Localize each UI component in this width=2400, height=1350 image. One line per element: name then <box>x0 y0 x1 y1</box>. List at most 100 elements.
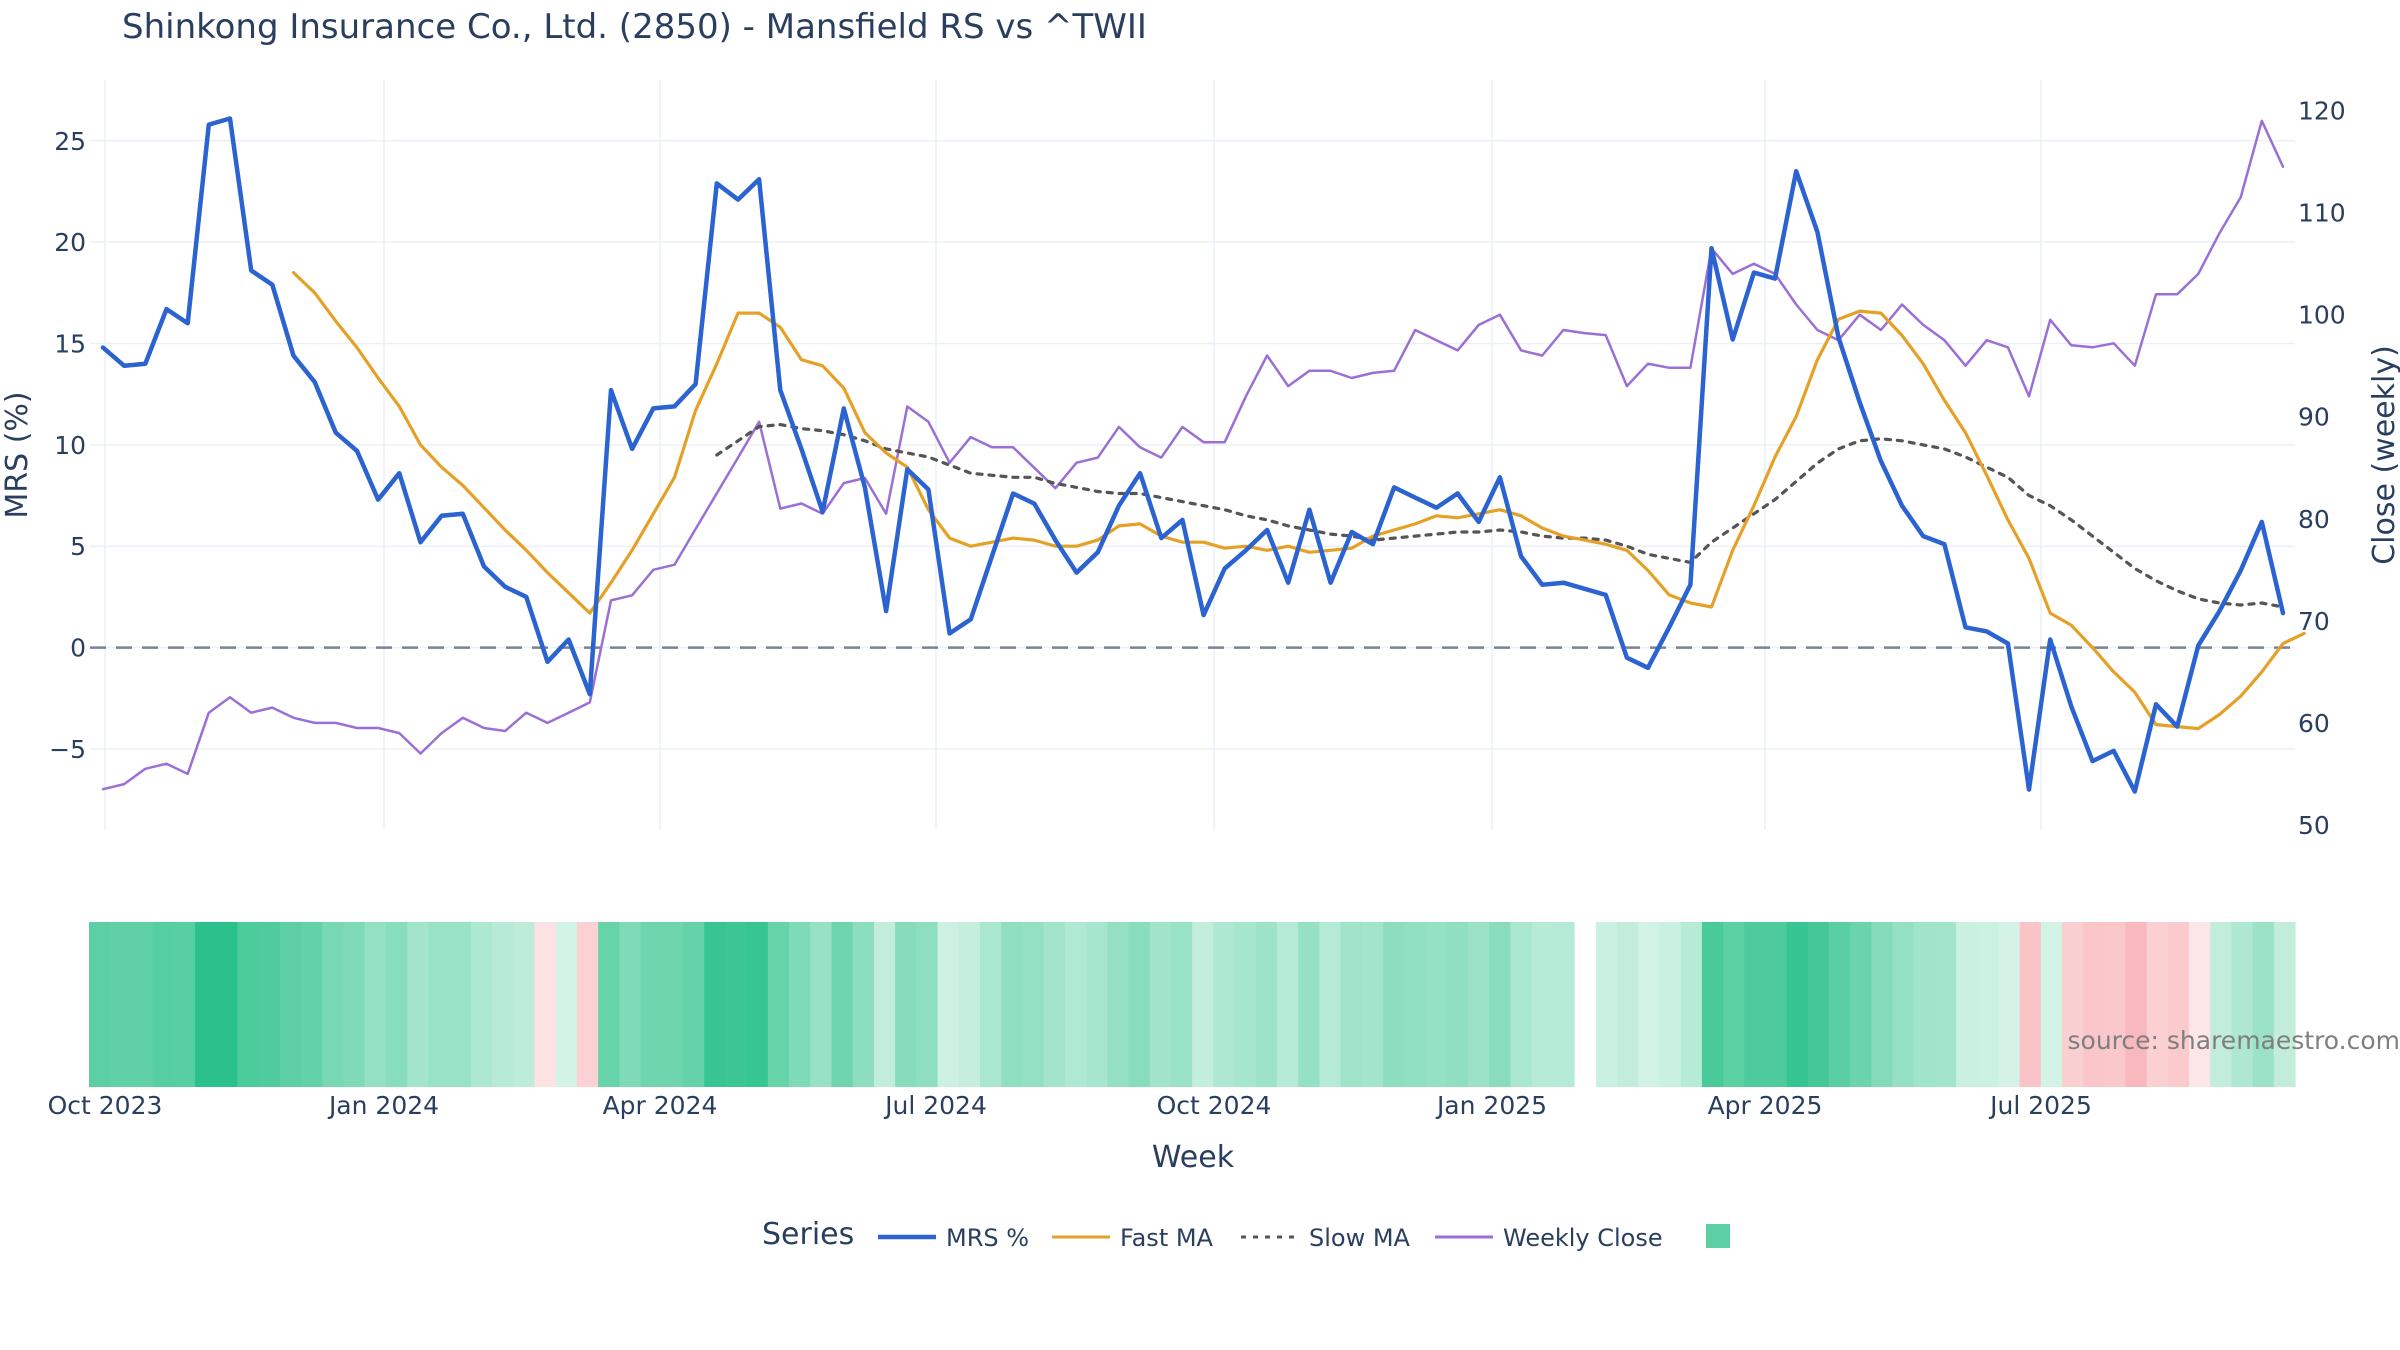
y2-tick-label: 120 <box>2298 97 2346 126</box>
heatmap-cell <box>1998 922 2021 1087</box>
legend: Series MRS % Fast MA Slow MA Weekly Close <box>762 1217 1730 1252</box>
heatmap-cell <box>364 922 387 1087</box>
legend-label: MRS % <box>946 1224 1029 1252</box>
y-tick-label: 0 <box>70 634 86 663</box>
heatmap-cell <box>492 922 514 1087</box>
heatmap-cell <box>1701 922 1724 1087</box>
heatmap-cell <box>131 922 154 1087</box>
heatmap-cell <box>1871 922 1894 1087</box>
source-annotation: source: sharemaestro.com <box>2068 1026 2400 1055</box>
x-tick-label: Jan 2024 <box>327 1091 439 1120</box>
heatmap-cell <box>937 922 960 1087</box>
heatmap-cell <box>1425 922 1448 1087</box>
series-lines <box>100 116 2306 794</box>
heatmap-cell <box>1786 922 1809 1087</box>
heatmap-cell <box>895 922 917 1087</box>
series-line-fast-ma <box>291 271 2306 731</box>
series-line-mrs <box>100 116 2286 794</box>
heatmap-cell <box>980 922 1002 1087</box>
heatmap-cell <box>2231 922 2254 1087</box>
heatmap-cell <box>1043 922 1066 1087</box>
heatmap-cell <box>1446 922 1469 1087</box>
series-line-slow-ma <box>715 423 2285 609</box>
heatmap-cell <box>2189 922 2211 1087</box>
heatmap-cell <box>449 922 472 1087</box>
heatmap-cell <box>2167 922 2190 1087</box>
heatmap-cell <box>1340 922 1363 1087</box>
heatmap-cell <box>661 922 684 1087</box>
heatmap-cell <box>110 922 133 1087</box>
heatmap-cell <box>576 922 599 1087</box>
heatmap-cell <box>916 922 939 1087</box>
heatmap-cell <box>1510 922 1533 1087</box>
heatmap-cell <box>1850 922 1872 1087</box>
heatmap-cell <box>1638 922 1661 1087</box>
y-tick-label: 15 <box>54 330 86 359</box>
heatmap-cell <box>1956 922 1978 1087</box>
y-tick-label: 10 <box>54 431 86 460</box>
heatmap-cell <box>1596 922 1618 1087</box>
heatmap-cell <box>279 922 302 1087</box>
legend-label: Slow MA <box>1309 1224 1411 1252</box>
x-tick-label: Apr 2024 <box>603 1091 718 1120</box>
heatmap-cell <box>1617 922 1639 1087</box>
legend-label: Weekly Close <box>1503 1224 1663 1252</box>
heatmap-cell <box>428 922 451 1087</box>
heatmap-cell <box>1170 922 1193 1087</box>
heatmap-cell <box>873 922 896 1087</box>
heatmap-cell <box>1064 922 1087 1087</box>
heatmap-cell <box>1913 922 1936 1087</box>
heatmap-cell <box>810 922 833 1087</box>
heatmap-cell <box>1807 922 1830 1087</box>
heatmap-cell <box>2210 922 2233 1087</box>
y2-tick-label: 90 <box>2298 403 2330 432</box>
y-axis-ticks: 25 20 15 10 5 0 −5 <box>49 127 86 764</box>
x-tick-label: Oct 2024 <box>1157 1091 1272 1120</box>
legend-title: Series <box>762 1217 854 1252</box>
heatmap-cell <box>852 922 875 1087</box>
y-tick-label: 25 <box>54 127 86 156</box>
x-axis-ticks: Oct 2023 Jan 2024 Apr 2024 Jul 2024 Oct 2024… <box>48 1091 2092 1120</box>
heatmap-cell <box>301 922 323 1087</box>
y2-tick-label: 100 <box>2298 301 2346 330</box>
heatmap-cell <box>746 922 769 1087</box>
heatmap-cell <box>1192 922 1214 1087</box>
y2-tick-label: 110 <box>2298 199 2346 228</box>
heatmap-cell <box>1086 922 1108 1087</box>
heatmap-cell <box>1361 922 1384 1087</box>
heatmap-cell <box>1829 922 1851 1087</box>
heatmap-cell <box>2040 922 2063 1087</box>
heatmap-cell <box>958 922 981 1087</box>
grid <box>90 80 2295 830</box>
heatmap-cell <box>1128 922 1151 1087</box>
y-tick-label: 20 <box>54 228 86 257</box>
series-line-weekly-close <box>101 119 2285 791</box>
heatmap-cell <box>555 922 578 1087</box>
heatmap-cell <box>2125 922 2148 1087</box>
x-tick-label: Jul 2024 <box>883 1091 987 1120</box>
y2-tick-label: 50 <box>2298 811 2330 840</box>
heatmap-cell <box>789 922 811 1087</box>
heatmap-cell <box>1234 922 1257 1087</box>
heatmap-cell <box>237 922 260 1087</box>
heatmap-cell <box>1765 922 1788 1087</box>
heatmap-cell <box>704 922 727 1087</box>
heatmap-cell <box>683 922 705 1087</box>
heatmap-cell <box>386 922 408 1087</box>
heatmap-cell <box>2104 922 2127 1087</box>
heatmap-cell <box>1255 922 1278 1087</box>
y2-tick-label: 70 <box>2298 607 2330 636</box>
heatmap-cell <box>725 922 748 1087</box>
heatmap-cell <box>1552 922 1575 1087</box>
heatmap-cell <box>619 922 642 1087</box>
legend-swatch-heatmap <box>1706 1224 1730 1248</box>
x-tick-label: Jan 2025 <box>1435 1091 1547 1120</box>
heatmap-cell <box>1531 922 1554 1087</box>
heatmap-cell <box>2019 922 2042 1087</box>
y-tick-label: −5 <box>49 735 86 764</box>
heatmap-cell <box>2083 922 2105 1087</box>
heatmap-cell <box>1277 922 1299 1087</box>
heatmap-cell <box>1383 922 1405 1087</box>
heatmap-cell <box>258 922 281 1087</box>
